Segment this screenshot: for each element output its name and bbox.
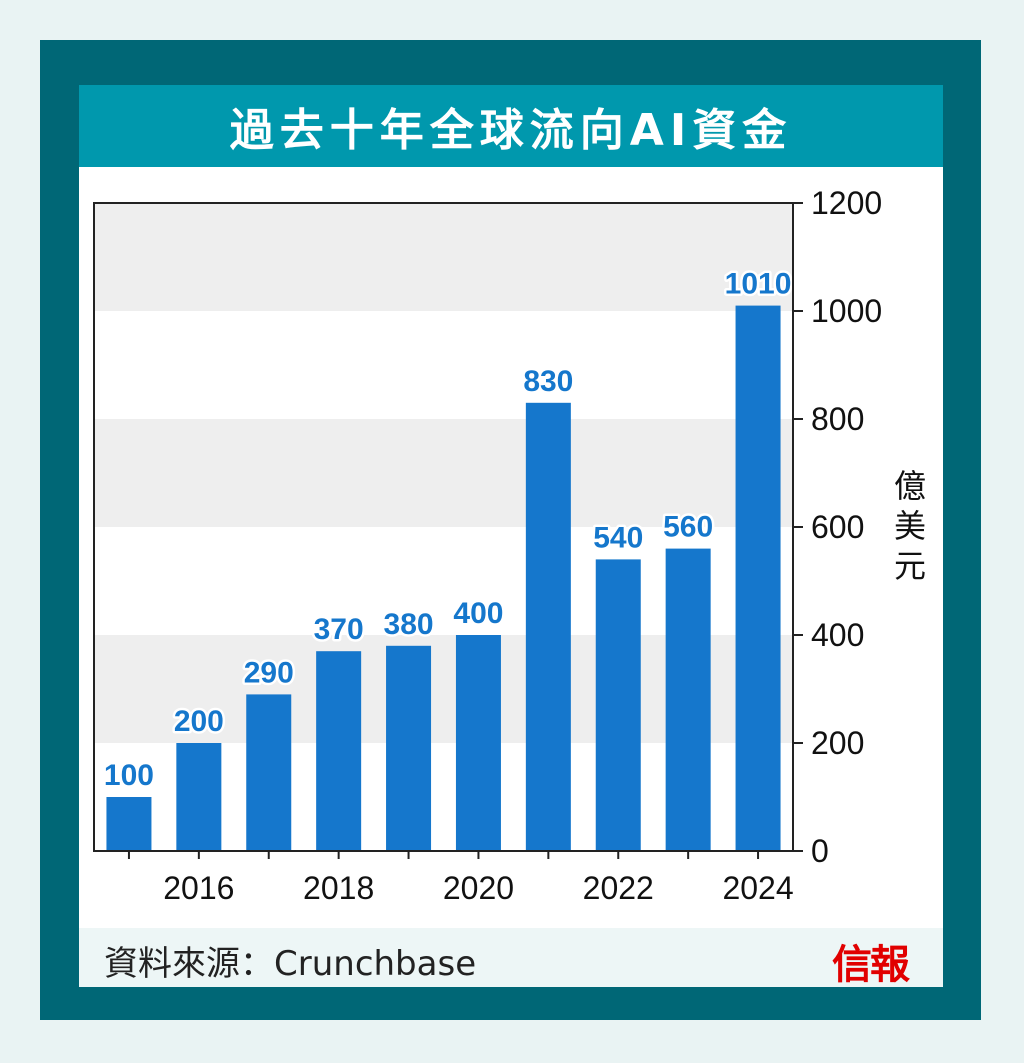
publisher-logo: 信報 (832, 941, 910, 988)
value-label: 1010 (725, 268, 792, 301)
bar (455, 635, 501, 851)
y-axis-label-char: 元 (894, 547, 926, 585)
y-tick-label: 400 (811, 617, 864, 653)
grid-band (94, 311, 793, 419)
x-tick-label: 2016 (163, 870, 234, 906)
y-tick-labels: 0 200 400 600 800 1000 1200 (811, 185, 882, 869)
bar (246, 694, 292, 851)
y-tick-label: 800 (811, 401, 864, 437)
y-tick-label: 0 (811, 833, 829, 869)
bar (106, 797, 152, 851)
x-tick-label: 2022 (583, 870, 654, 906)
value-label: 560 (663, 511, 713, 544)
grid-band (94, 419, 793, 527)
x-tick-label: 2018 (303, 870, 374, 906)
bar (316, 651, 362, 851)
y-tick-label: 1000 (811, 293, 882, 329)
y-tick-label: 200 (811, 725, 864, 761)
value-label: 200 (174, 705, 224, 738)
y-axis-label-char: 億 (894, 467, 926, 505)
bar (525, 402, 571, 851)
bar (595, 559, 641, 851)
title-band: 過去十年全球流向AI資金 (79, 85, 943, 167)
bar (665, 548, 711, 851)
x-tick-label: 2020 (443, 870, 514, 906)
bar (176, 743, 222, 851)
value-label: 290 (244, 656, 294, 689)
axes (93, 202, 803, 859)
chart-title: 過去十年全球流向AI資金 (229, 105, 793, 156)
x-tick-labels: 2016 2018 2020 2022 2024 (163, 870, 793, 906)
value-label: 830 (523, 365, 573, 398)
y-axis-label-char: 美 (894, 507, 926, 545)
bars (106, 305, 781, 852)
y-axis-label: 億美元 (894, 467, 926, 585)
value-label: 370 (314, 613, 364, 646)
x-tick-label: 2024 (722, 870, 793, 906)
value-label: 380 (384, 608, 434, 641)
grid-band (94, 203, 793, 311)
value-label: 400 (453, 597, 503, 630)
y-tick-label: 600 (811, 509, 864, 545)
footer (79, 928, 943, 987)
y-tick-label: 1200 (811, 185, 882, 221)
bar (386, 645, 432, 851)
bar (735, 305, 781, 852)
value-labels: 100 200 290 370 380 400 830 540 560 1010 (101, 265, 794, 794)
value-label: 540 (593, 521, 643, 554)
source-note: 資料來源：Crunchbase (104, 944, 477, 984)
value-label: 100 (104, 759, 154, 792)
